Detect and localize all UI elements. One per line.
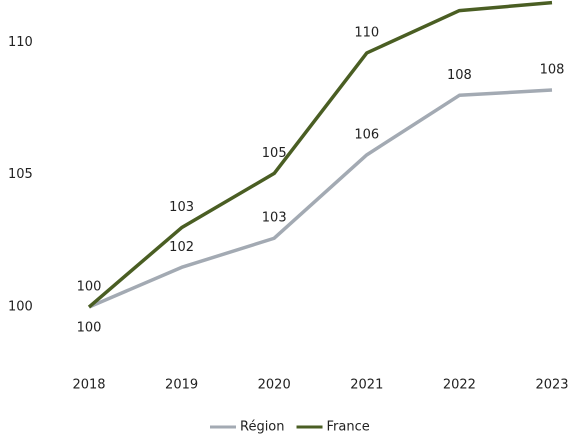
y-tick-label: 100 [8,300,33,315]
y-tick-label: 110 [8,35,33,50]
data-label: 100 [77,321,102,336]
data-label: 108 [447,68,472,83]
legend-label: Région [240,420,285,435]
x-tick-label: 2021 [350,378,383,393]
data-label: 102 [169,240,194,255]
legend-label: France [327,420,370,435]
data-label: 103 [262,211,287,226]
x-tick-label: 2020 [258,378,291,393]
x-tick-label: 2019 [165,378,198,393]
line-series [87,0,553,309]
line-series [88,88,553,309]
data-label: 103 [169,200,194,215]
data-label: 108 [540,63,565,78]
x-tick-label: 2023 [535,378,568,393]
data-label: 100 [77,280,102,295]
data-label: 106 [354,127,379,142]
data-label: 105 [262,146,287,161]
x-tick-label: 2018 [72,378,105,393]
x-tick-label: 2022 [443,378,476,393]
data-label: 110 [354,25,379,40]
y-tick-label: 105 [8,167,33,182]
